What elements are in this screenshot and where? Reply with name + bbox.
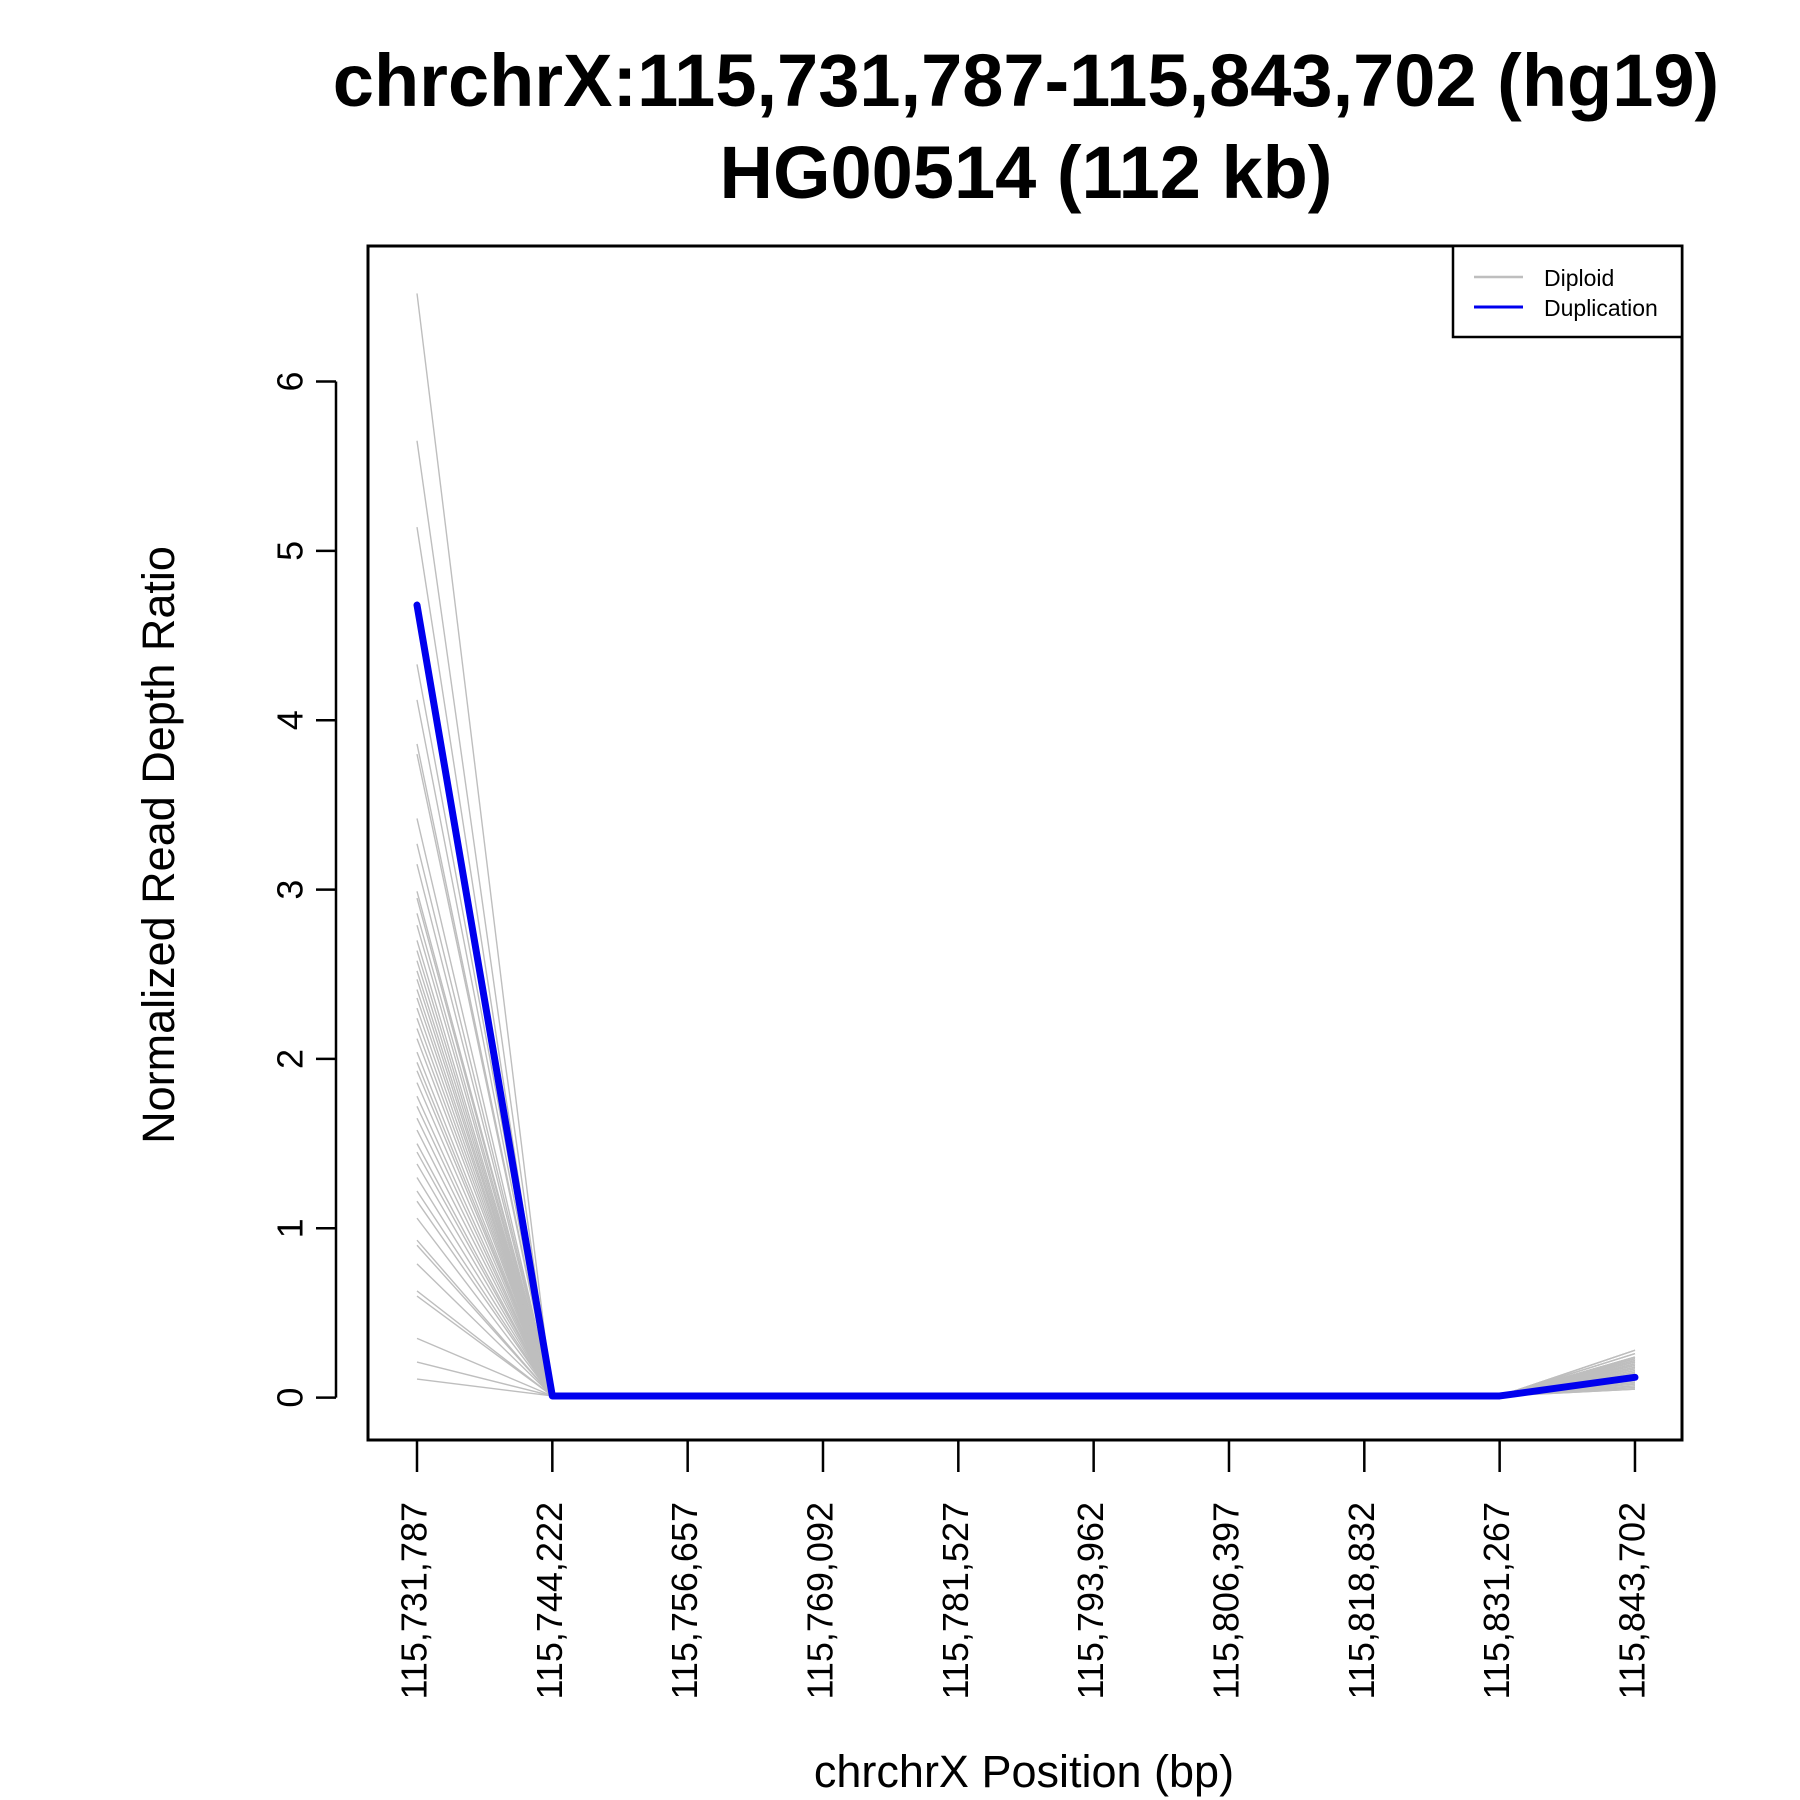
diploid-line [416, 1106, 1636, 1397]
diploid-lines [416, 293, 1636, 1397]
diploid-line [416, 891, 1636, 1397]
sample-point [1092, 1394, 1096, 1398]
diploid-line [416, 1038, 1636, 1397]
y-tick-label: 1 [270, 1218, 311, 1238]
y-tick-label: 3 [270, 880, 311, 900]
diploid-line [416, 1151, 1636, 1397]
diploid-line [416, 897, 1636, 1397]
diploid-line [416, 1028, 1636, 1397]
diploid-line [416, 843, 1636, 1397]
diploid-line [416, 1295, 1636, 1397]
diploid-line [416, 664, 1636, 1397]
x-tick-label: 115,793,962 [1070, 1502, 1111, 1700]
legend-duplication-label: Duplication [1544, 295, 1658, 321]
x-tick-label: 115,806,397 [1205, 1502, 1246, 1700]
diploid-line [416, 1239, 1636, 1397]
x-tick-label: 115,831,267 [1476, 1502, 1517, 1700]
diploid-line [416, 1356, 1636, 1397]
diploid-line [416, 1358, 1636, 1397]
x-tick-label: 115,781,527 [935, 1502, 976, 1700]
diploid-line [416, 293, 1636, 1397]
y-tick-label: 4 [270, 710, 311, 730]
diploid-line [416, 1290, 1636, 1397]
diploid-line [416, 1117, 1636, 1397]
diploid-line [416, 818, 1636, 1397]
y-tick-label: 5 [270, 541, 311, 561]
diploid-line [416, 970, 1636, 1397]
diploid-line [416, 1082, 1636, 1397]
diploid-line [416, 1143, 1636, 1397]
legend-box [1451, 244, 1684, 339]
diploid-line [416, 1263, 1636, 1397]
diploid-line [416, 743, 1636, 1397]
x-tick-label: 115,744,222 [529, 1502, 570, 1700]
y-tick-label: 6 [270, 371, 311, 391]
sample-point [686, 1394, 690, 1398]
diploid-line [416, 753, 1636, 1397]
x-tick-label: 115,818,832 [1341, 1502, 1382, 1700]
y-tick-label: 2 [270, 1049, 311, 1069]
diploid-line [416, 1163, 1636, 1397]
diploid-line [416, 1244, 1636, 1397]
x-tick-label: 115,769,092 [800, 1502, 841, 1700]
sample-point [1498, 1394, 1502, 1398]
x-tick-label: 115,731,787 [394, 1502, 435, 1700]
x-tick-label: 115,756,657 [664, 1502, 705, 1700]
diploid-line [416, 1217, 1636, 1397]
diploid-line [416, 1018, 1636, 1397]
diploid-line [416, 924, 1636, 1397]
sample-point [1227, 1394, 1231, 1398]
chart-title-line1: chrchrX:115,731,787-115,843,702 (hg19) [333, 39, 1719, 122]
diploid-line [416, 950, 1636, 1397]
diploid-line [416, 1177, 1636, 1397]
diploid-line [416, 1200, 1636, 1397]
diploid-line [416, 940, 1636, 1397]
diploid-line [416, 863, 1636, 1397]
sample-point [821, 1394, 825, 1398]
diploid-line [416, 997, 1636, 1397]
diploid-line [416, 960, 1636, 1397]
sample-series-line [413, 601, 1639, 1400]
sample-point [550, 1394, 554, 1398]
diploid-line [416, 979, 1636, 1397]
sample-point [1362, 1394, 1366, 1398]
sample-point [415, 603, 419, 607]
sample-line-group [413, 601, 1639, 1400]
diploid-line [416, 527, 1636, 1397]
diploid-line [416, 989, 1636, 1397]
y-axis: 0 1 2 3 4 5 6 [270, 371, 338, 1408]
x-tick-label: 115,843,702 [1611, 1502, 1652, 1700]
diploid-line [416, 1095, 1636, 1397]
x-axis: 115,731,787 115,744,222 115,756,657 115,769… [394, 1438, 1652, 1700]
legend: Diploid Duplication [1451, 244, 1684, 339]
diploid-line [416, 913, 1636, 1397]
diploid-line [416, 440, 1636, 1397]
diploid-line [416, 1070, 1636, 1397]
legend-diploid-label: Diploid [1544, 265, 1614, 291]
y-tick-label: 0 [270, 1388, 311, 1408]
diploid-line [416, 1337, 1636, 1397]
diploid-line [416, 1129, 1636, 1397]
diploid-line [416, 699, 1636, 1397]
diploid-line [416, 1051, 1636, 1397]
diploid-line [416, 1062, 1636, 1397]
chart-title-line2: HG00514 (112 kb) [720, 131, 1333, 214]
diploid-line [416, 1007, 1636, 1397]
plot-frame [366, 244, 1684, 1442]
sample-point [1633, 1375, 1637, 1379]
x-axis-label: chrchrX Position (bp) [814, 1746, 1234, 1797]
y-axis-label: Normalized Read Depth Ratio [133, 546, 184, 1144]
sample-point [956, 1394, 960, 1398]
diploid-line [416, 1190, 1636, 1397]
